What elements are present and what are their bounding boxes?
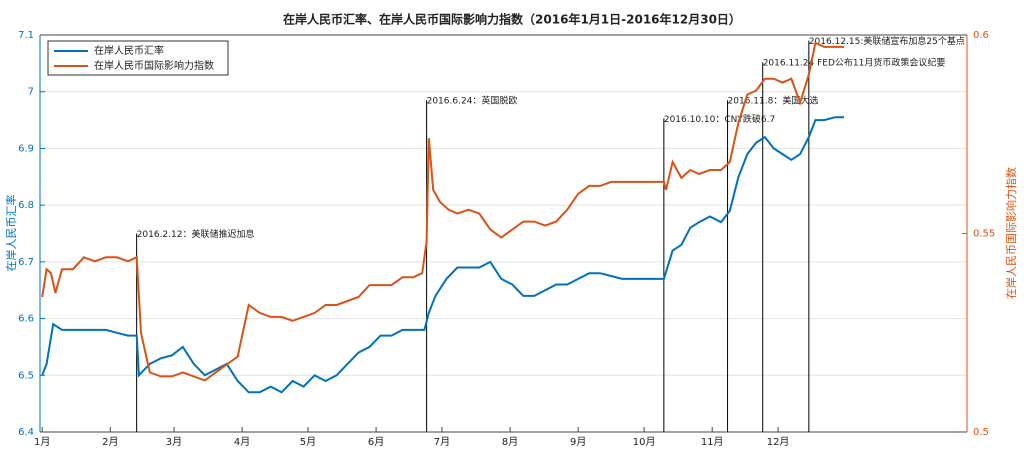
x-tick-label: 7月: [434, 436, 450, 448]
y-tick-label: 6.9: [18, 143, 34, 154]
y-tick-label: 6.8: [18, 200, 34, 211]
x-tick-label: 5月: [300, 436, 316, 448]
x-tick-label: 9月: [570, 436, 586, 448]
chart-title: 在岸人民币汇率、在岸人民币国际影响力指数（2016年1月1日-2016年12月3…: [283, 12, 741, 27]
y-tick-label: 7: [28, 87, 34, 98]
y2-tick-label: 0.55: [973, 229, 995, 240]
x-tick-label: 2月: [102, 436, 118, 448]
y2-axis-label: 在岸人民币国际影响力指数: [1004, 167, 1018, 299]
x-tick-label: 8月: [502, 436, 518, 448]
x-tick-label: 4月: [234, 436, 250, 448]
annotation-text: 2016.10.10：CNY跌破6.7: [664, 113, 775, 125]
y-tick-label: 6.6: [18, 314, 34, 325]
y-tick-label: 7.1: [18, 30, 34, 41]
annotation-text: 2016.11.24 FED公布11月货币政策会议纪要: [763, 57, 946, 69]
y-tick-label: 6.7: [18, 257, 34, 268]
series-line: [41, 41, 844, 382]
x-tick-label: 1月: [34, 436, 50, 448]
x-tick-label: 3月: [166, 436, 182, 448]
annotation-text: 2016.6.24：英国脱欧: [427, 95, 518, 107]
y-tick-label: 6.5: [18, 370, 34, 381]
y-tick-label: 6.4: [18, 427, 34, 438]
x-tick-label: 11月: [701, 436, 724, 448]
y-axis-label: 在岸人民币汇率: [4, 195, 18, 272]
x-tick-label: 10月: [633, 436, 656, 448]
annotation-text: 2016.11.8：美国大选: [728, 95, 819, 107]
series-line: [41, 116, 844, 394]
annotation-text: 2016.12.15:美联储宣布加息25个基点: [809, 35, 965, 47]
legend-box: [47, 40, 229, 76]
x-tick-label: 6月: [368, 436, 384, 448]
annotation-text: 2016.2.12：美联储推迟加息: [137, 228, 255, 240]
legend-label: 在岸人民币国际影响力指数: [94, 59, 214, 72]
x-tick-label: 12月: [767, 436, 790, 448]
y2-tick-label: 0.5: [973, 427, 989, 438]
legend-label: 在岸人民币汇率: [94, 44, 164, 57]
y2-tick-label: 0.6: [973, 30, 989, 41]
